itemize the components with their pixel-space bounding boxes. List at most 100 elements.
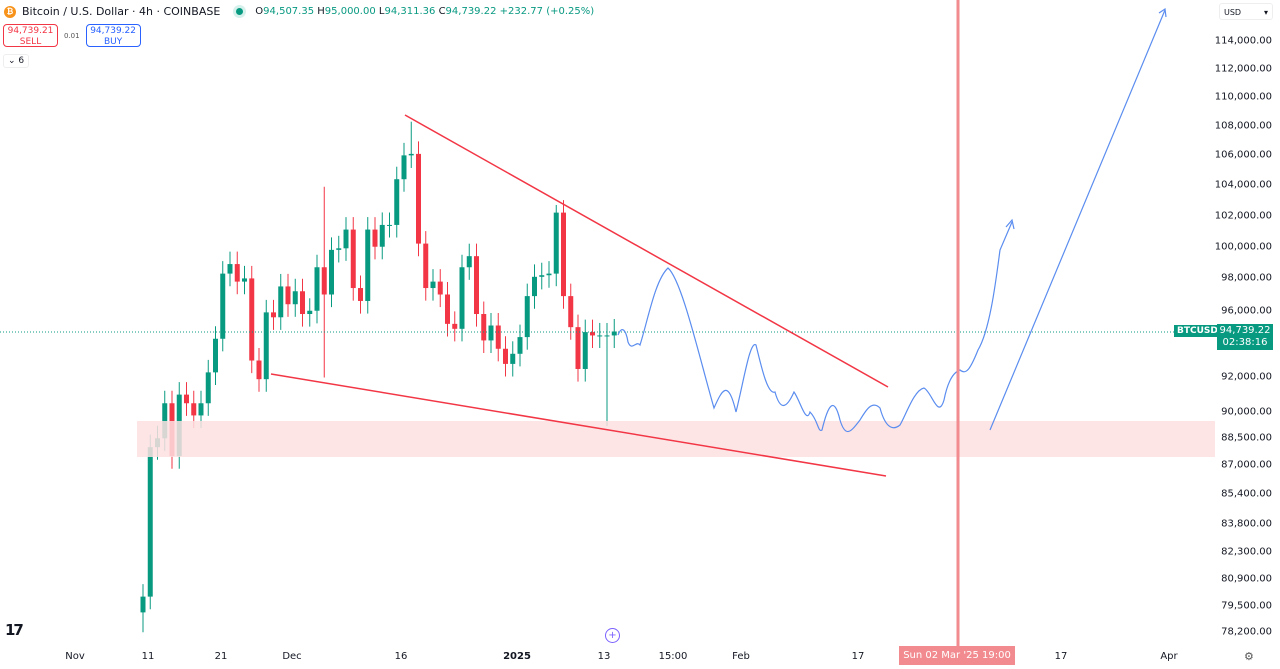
settings-icon[interactable]: ⚙ <box>1244 650 1254 663</box>
add-icon[interactable]: + <box>605 628 620 643</box>
price-tick: 85,400.00 <box>1221 488 1272 500</box>
time-tick: Dec <box>282 651 302 662</box>
candle[interactable] <box>256 360 262 380</box>
time-tick: Apr <box>1160 651 1178 662</box>
candle[interactable] <box>575 327 581 369</box>
candle[interactable] <box>466 256 472 268</box>
buy-button[interactable]: 94,739.22 BUY <box>85 24 141 47</box>
forecast-path[interactable] <box>617 221 1013 433</box>
candle[interactable] <box>147 447 153 597</box>
candle[interactable] <box>285 286 291 305</box>
candle[interactable] <box>488 325 494 341</box>
price-tick: 112,000.00 <box>1214 63 1272 75</box>
candle[interactable] <box>220 273 226 339</box>
candle[interactable] <box>336 248 342 250</box>
candle[interactable] <box>416 153 421 244</box>
price-tick: 98,000.00 <box>1221 272 1272 284</box>
candle[interactable] <box>263 312 269 380</box>
candle[interactable] <box>314 267 320 311</box>
candle[interactable] <box>401 155 407 180</box>
candle[interactable] <box>481 314 487 341</box>
candle[interactable] <box>372 229 378 247</box>
candle[interactable] <box>365 229 371 301</box>
candle[interactable] <box>568 296 574 328</box>
candle[interactable] <box>227 264 233 274</box>
candle[interactable] <box>474 256 479 315</box>
candle[interactable] <box>379 224 385 247</box>
support-zone[interactable] <box>137 421 1215 457</box>
price-tick: 82,300.00 <box>1221 546 1272 558</box>
candle[interactable] <box>162 403 168 439</box>
candle[interactable] <box>604 335 610 337</box>
ohlc-values: O94,507.35 H95,000.00 L94,311.36 C94,739… <box>255 6 595 17</box>
candle[interactable] <box>307 310 313 315</box>
chevron-down-icon: ⌄ <box>8 56 16 66</box>
candle[interactable] <box>249 278 255 361</box>
candle[interactable] <box>452 323 458 329</box>
candle[interactable] <box>213 338 218 373</box>
time-tick: 17 <box>1054 651 1068 662</box>
candle[interactable] <box>459 267 465 329</box>
candle[interactable] <box>445 294 450 324</box>
sell-button[interactable]: 94,739.21 SELL <box>3 24 58 47</box>
candle[interactable] <box>408 153 414 156</box>
price-tick: 110,000.00 <box>1214 91 1272 103</box>
currency-select[interactable]: USD ▾ <box>1219 3 1273 20</box>
price-tick: 114,000.00 <box>1214 35 1272 47</box>
candle[interactable] <box>271 312 276 318</box>
candle[interactable] <box>191 403 197 416</box>
tradingview-logo: 17 <box>5 621 24 639</box>
candle[interactable] <box>394 179 400 225</box>
candle[interactable] <box>140 596 146 613</box>
candle[interactable] <box>546 273 552 276</box>
candle[interactable] <box>343 229 349 249</box>
candle[interactable] <box>553 212 559 274</box>
chevron-down-icon: ▾ <box>1263 8 1268 17</box>
candle[interactable] <box>387 224 392 226</box>
indicators-toggle[interactable]: ⌄ 6 <box>3 54 30 68</box>
spread: 0.01 <box>64 31 80 40</box>
candle[interactable] <box>597 335 603 337</box>
candle[interactable] <box>198 403 204 416</box>
price-tick: 80,900.00 <box>1221 573 1272 585</box>
price-tick: 87,000.00 <box>1221 459 1272 471</box>
candle[interactable] <box>321 267 327 295</box>
candle[interactable] <box>503 348 508 364</box>
candle[interactable] <box>184 394 189 404</box>
candle[interactable] <box>234 264 240 282</box>
symbol-title[interactable]: Bitcoin / U.S. Dollar · 4h · COINBASE <box>22 5 221 18</box>
candle[interactable] <box>517 337 523 354</box>
price-chart[interactable] <box>0 0 1215 669</box>
candle[interactable] <box>300 291 305 315</box>
candle[interactable] <box>590 332 595 336</box>
price-tick: 92,000.00 <box>1221 371 1272 383</box>
candle[interactable] <box>358 288 363 301</box>
candle[interactable] <box>437 281 443 295</box>
candle[interactable] <box>205 372 211 404</box>
candle[interactable] <box>539 275 545 277</box>
price-tick: 96,000.00 <box>1221 305 1272 317</box>
trade-panel: 94,739.21 SELL 0.01 94,739.22 BUY <box>3 24 141 47</box>
support-trendline[interactable] <box>270 373 887 477</box>
candle[interactable] <box>292 291 298 305</box>
time-tick: 15:00 <box>658 651 688 662</box>
candle[interactable] <box>278 286 284 318</box>
price-axis[interactable]: 114,000.00 112,000.00 110,000.00 108,000.00… <box>1215 0 1280 669</box>
time-tick: 16 <box>394 651 408 662</box>
candle[interactable] <box>430 281 436 289</box>
candle[interactable] <box>329 249 334 295</box>
candle[interactable] <box>350 229 356 289</box>
target-arrow-line[interactable] <box>989 9 1166 431</box>
candle[interactable] <box>423 243 429 289</box>
candle[interactable] <box>532 276 537 297</box>
candle[interactable] <box>242 278 247 282</box>
candle[interactable] <box>561 212 566 297</box>
resistance-trendline[interactable] <box>404 114 889 388</box>
candle[interactable] <box>524 296 530 338</box>
candle[interactable] <box>510 353 516 364</box>
candle[interactable] <box>495 325 501 349</box>
price-tick: 100,000.00 <box>1214 241 1272 253</box>
time-tick: 2025 <box>503 651 531 662</box>
candle[interactable] <box>582 332 588 369</box>
candle[interactable] <box>611 331 617 336</box>
